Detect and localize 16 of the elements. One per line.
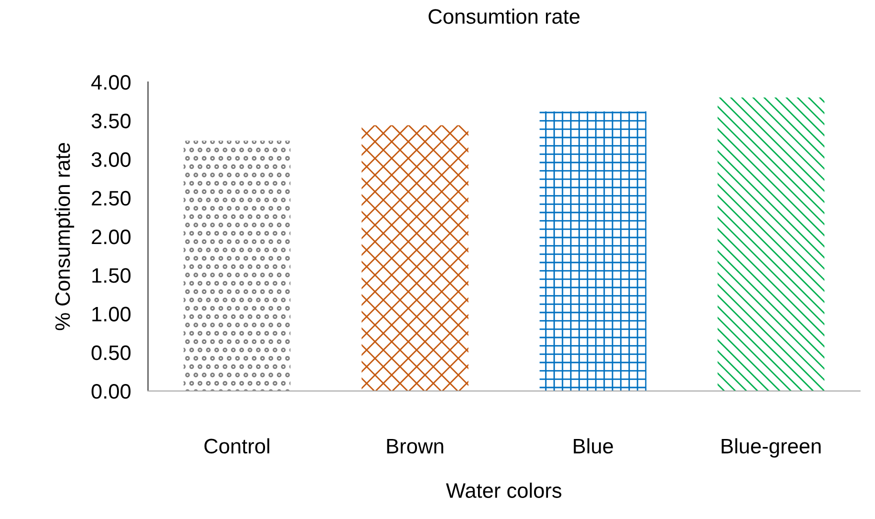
y-tick-label: 2.00 [92,230,131,244]
chart-title: Consumtion rate [428,8,580,24]
y-tick-label: 3.00 [92,152,131,168]
y-axis-title: % Consumption rate [54,143,74,330]
x-tick-label: Blue [574,438,613,454]
y-tick-label: 4.00 [91,75,131,90]
y-tick-label: 0.50 [92,345,131,360]
y-tick-label: 1.00 [92,306,131,322]
x-tick-label: Brown [387,438,444,454]
x-tick-label: Blue-green [722,438,821,458]
x-axis-title: Water colors [446,482,562,498]
y-tick-label: 1.50 [92,268,131,283]
y-tick-label: 3.50 [92,114,131,128]
y-tick-label: 2.50 [92,190,131,206]
y-tick-label: 0.00 [92,384,131,399]
x-tick-label: Control [204,438,270,454]
